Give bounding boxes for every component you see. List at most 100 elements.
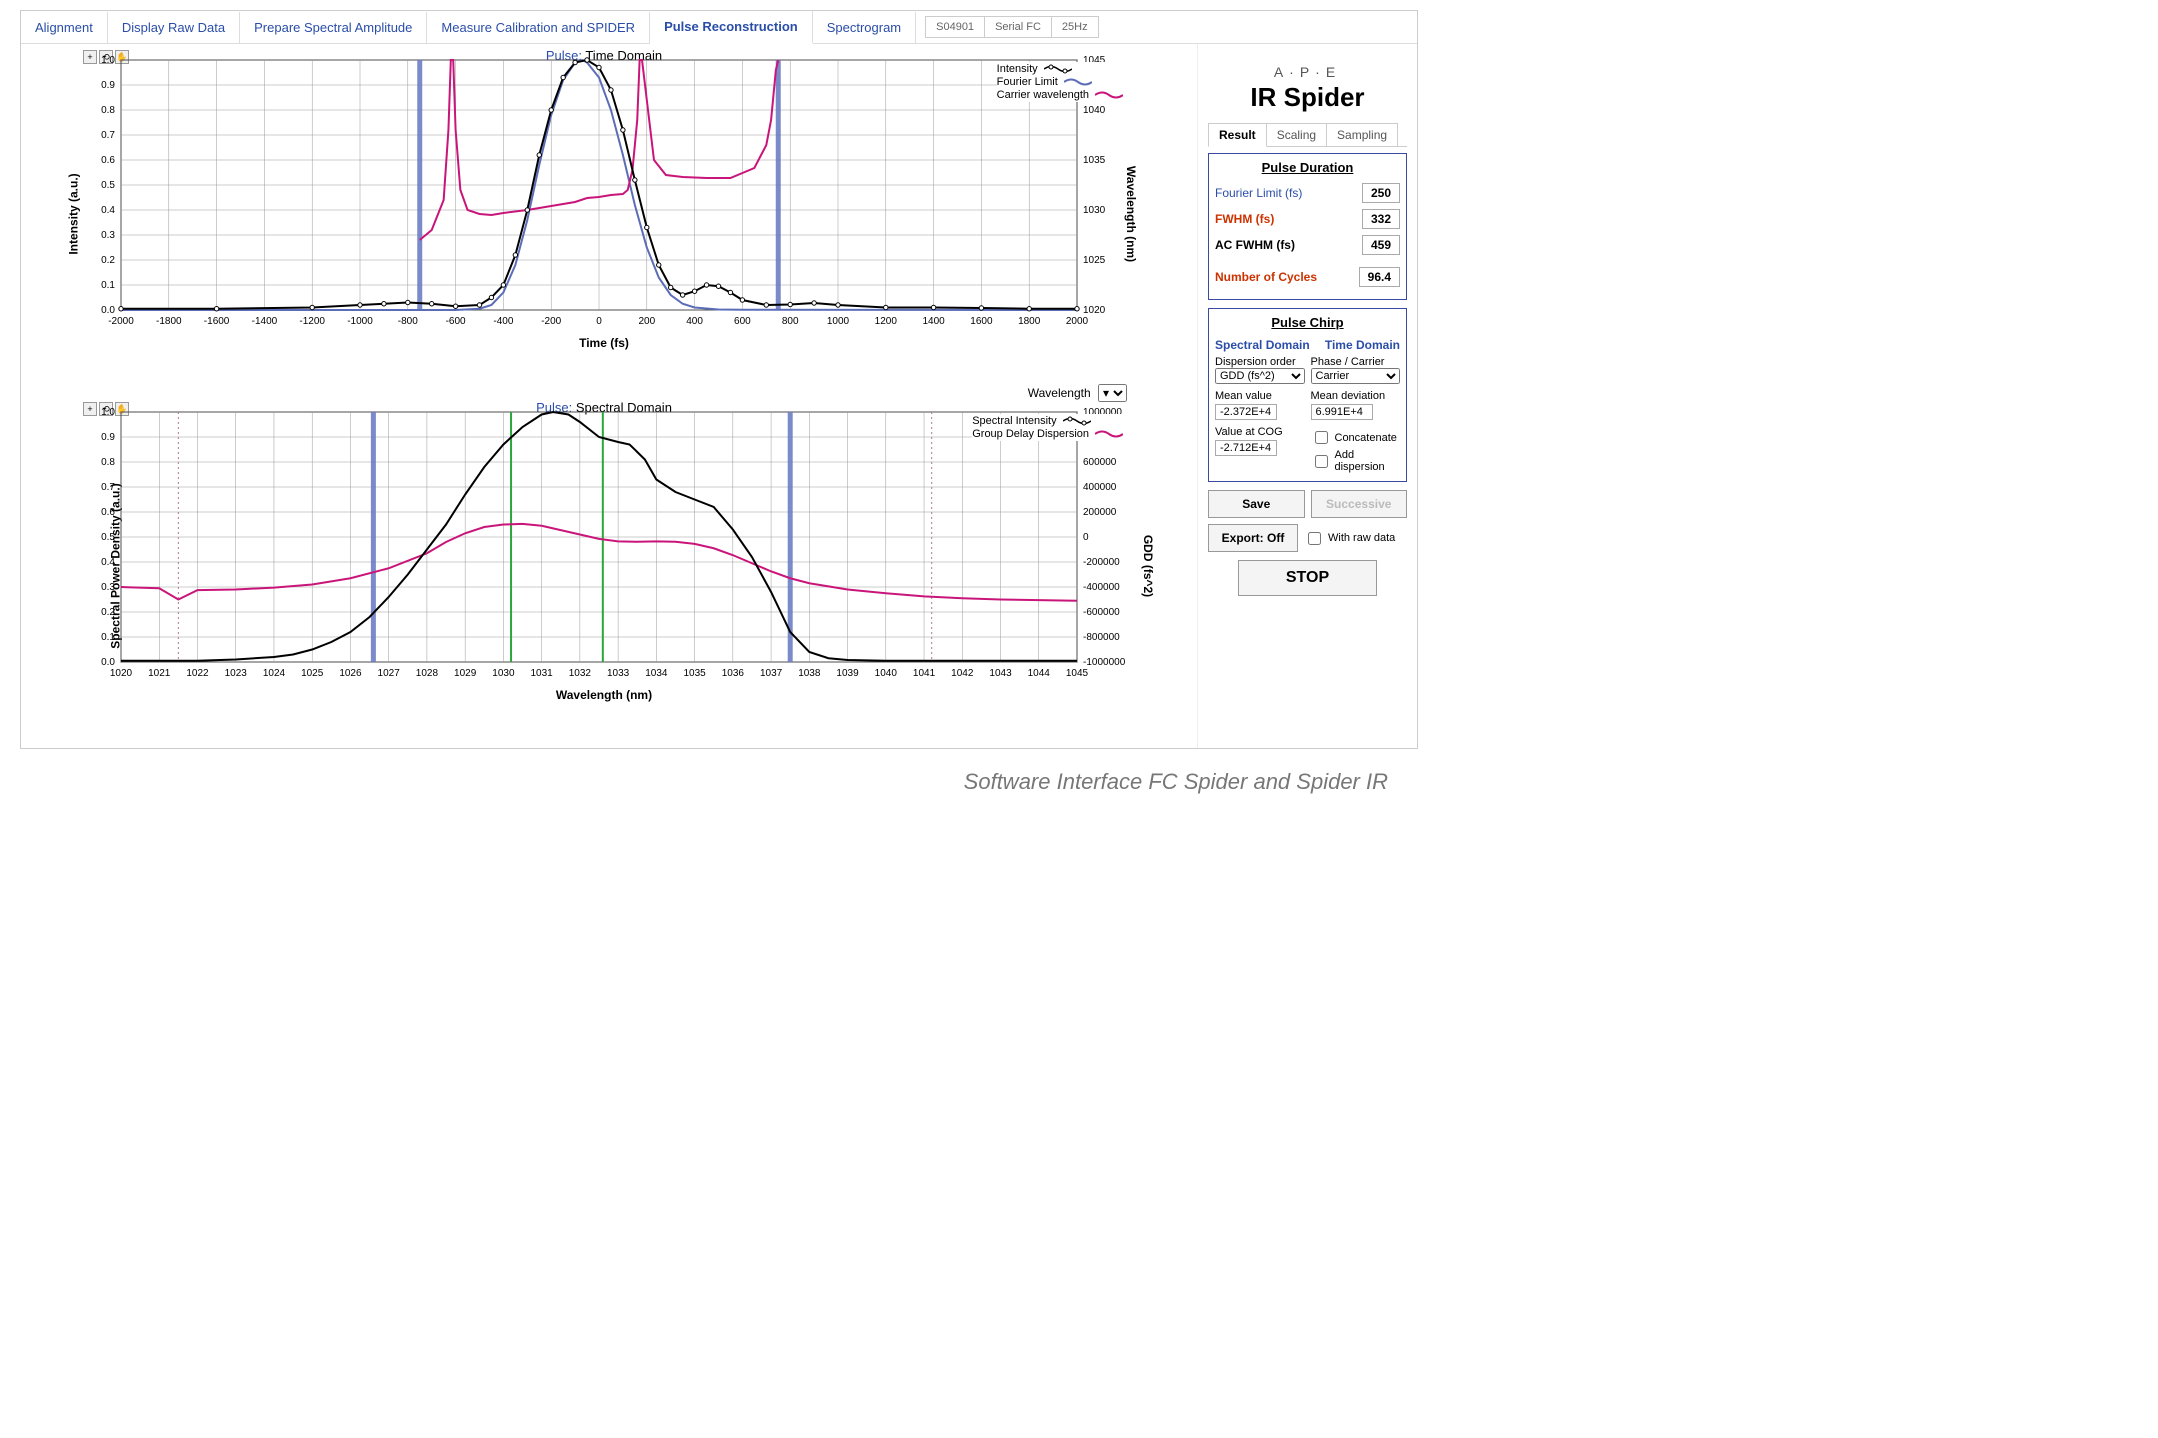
time-xlabel: Time (fs) [21,336,1187,350]
svg-text:0.1: 0.1 [101,280,115,291]
svg-text:200: 200 [638,316,655,327]
tab-bar: Alignment Display Raw Data Prepare Spect… [21,11,1417,44]
side-tabs: Result Scaling Sampling [1208,123,1407,147]
phase-carrier-select[interactable]: Carrier [1311,368,1401,384]
spec-xlabel: Wavelength (nm) [21,688,1187,702]
time-ylabel-left: Intensity (a.u.) [67,173,81,254]
svg-text:1042: 1042 [951,668,974,679]
svg-text:1032: 1032 [569,668,592,679]
svg-text:-1000000: -1000000 [1083,657,1126,668]
successive-button[interactable]: Successive [1311,490,1408,518]
svg-text:0.6: 0.6 [101,507,115,518]
svg-text:0: 0 [596,316,602,327]
svg-text:1800: 1800 [1018,316,1041,327]
export-button[interactable]: Export: Off [1208,524,1298,552]
fwhm-label: FWHM (fs) [1215,212,1274,226]
svg-text:-200000: -200000 [1083,557,1120,568]
svg-text:600: 600 [734,316,751,327]
raw-data-check[interactable] [1308,532,1321,545]
svg-text:-400: -400 [493,316,513,327]
svg-text:1041: 1041 [913,668,936,679]
acfwhm-value: 459 [1362,235,1400,255]
svg-text:1036: 1036 [722,668,745,679]
svg-text:-1600: -1600 [204,316,230,327]
svg-text:-2000: -2000 [108,316,134,327]
side-tab-scaling[interactable]: Scaling [1266,123,1327,146]
side-tab-sampling[interactable]: Sampling [1326,123,1398,146]
svg-text:0.5: 0.5 [101,180,115,191]
spec-ylabel-right: GDD (fs^2) [1141,535,1155,597]
pulse-chirp-panel: Pulse Chirp Spectral Domain Time Domain … [1208,308,1407,482]
svg-text:2000: 2000 [1066,316,1089,327]
chart-spectral-domain: + ⟲ ✋ Pulse: Spectral Domain Spectral Po… [21,406,1187,726]
wavelength-dropdown[interactable]: ▾ [1098,384,1127,402]
save-button[interactable]: Save [1208,490,1305,518]
dispersion-order-select[interactable]: GDD (fs^2) [1215,368,1305,384]
svg-text:1200: 1200 [875,316,898,327]
svg-text:0.0: 0.0 [101,305,115,316]
svg-text:-1800: -1800 [156,316,182,327]
svg-text:1040: 1040 [1083,105,1106,116]
svg-text:1035: 1035 [1083,155,1106,166]
tab-prepare-spectral[interactable]: Prepare Spectral Amplitude [240,12,427,43]
side-tab-result[interactable]: Result [1208,123,1267,147]
svg-text:1035: 1035 [683,668,706,679]
pulse-duration-panel: Pulse Duration Fourier Limit (fs) 250 FW… [1208,153,1407,300]
svg-text:0: 0 [1083,532,1089,543]
time-plot-svg: -2000-1800-1600-1400-1200-1000-800-600-4… [81,54,1127,334]
svg-text:200000: 200000 [1083,507,1117,518]
svg-text:1.0: 1.0 [101,407,115,418]
status-serial: S04901 [925,16,985,38]
svg-text:1043: 1043 [989,668,1012,679]
tab-measure-calibration[interactable]: Measure Calibration and SPIDER [427,12,650,43]
svg-text:1033: 1033 [607,668,630,679]
svg-text:600000: 600000 [1083,457,1117,468]
logo: A·P·E IR Spider [1208,64,1407,113]
svg-text:-400000: -400000 [1083,582,1120,593]
svg-text:1044: 1044 [1028,668,1051,679]
svg-text:800: 800 [782,316,799,327]
svg-text:-1200: -1200 [299,316,325,327]
tab-pulse-reconstruction[interactable]: Pulse Reconstruction [650,11,813,44]
svg-text:1020: 1020 [1083,305,1106,316]
wavelength-select[interactable]: Wavelength ▾ [1028,384,1127,402]
acfwhm-label: AC FWHM (fs) [1215,238,1295,252]
svg-text:1034: 1034 [645,668,668,679]
svg-text:1045: 1045 [1066,668,1089,679]
svg-text:0.9: 0.9 [101,432,115,443]
svg-text:-800000: -800000 [1083,632,1120,643]
svg-text:1000: 1000 [827,316,850,327]
svg-text:0.3: 0.3 [101,582,115,593]
svg-text:-1000: -1000 [347,316,373,327]
app-window: Alignment Display Raw Data Prepare Spect… [20,10,1418,749]
svg-text:400000: 400000 [1083,482,1117,493]
svg-text:1029: 1029 [454,668,477,679]
concatenate-check[interactable] [1315,431,1328,444]
svg-text:0.8: 0.8 [101,457,115,468]
svg-text:0.6: 0.6 [101,155,115,166]
svg-text:1028: 1028 [416,668,439,679]
svg-text:1040: 1040 [875,668,898,679]
chart-time-domain: + ⟲ ✋ Pulse: Time Domain Intensity (a.u.… [21,54,1187,374]
svg-text:0.4: 0.4 [101,557,115,568]
svg-text:1025: 1025 [301,668,324,679]
cycles-label: Number of Cycles [1215,270,1317,284]
svg-text:0.9: 0.9 [101,80,115,91]
svg-text:-600000: -600000 [1083,607,1120,618]
svg-text:0.7: 0.7 [101,482,115,493]
svg-text:1600: 1600 [970,316,993,327]
add-dispersion-check[interactable] [1315,455,1328,468]
svg-text:0.8: 0.8 [101,105,115,116]
svg-text:0.7: 0.7 [101,130,115,141]
svg-text:1023: 1023 [225,668,248,679]
svg-text:1039: 1039 [836,668,859,679]
svg-text:1037: 1037 [760,668,783,679]
tab-display-raw[interactable]: Display Raw Data [108,12,240,43]
svg-text:-800: -800 [398,316,418,327]
svg-text:0.2: 0.2 [101,255,115,266]
stop-button[interactable]: STOP [1238,560,1377,596]
mean-value: -2.372E+4 [1215,404,1277,420]
tab-alignment[interactable]: Alignment [21,12,108,43]
tab-spectrogram[interactable]: Spectrogram [813,12,916,43]
svg-text:1030: 1030 [1083,205,1106,216]
